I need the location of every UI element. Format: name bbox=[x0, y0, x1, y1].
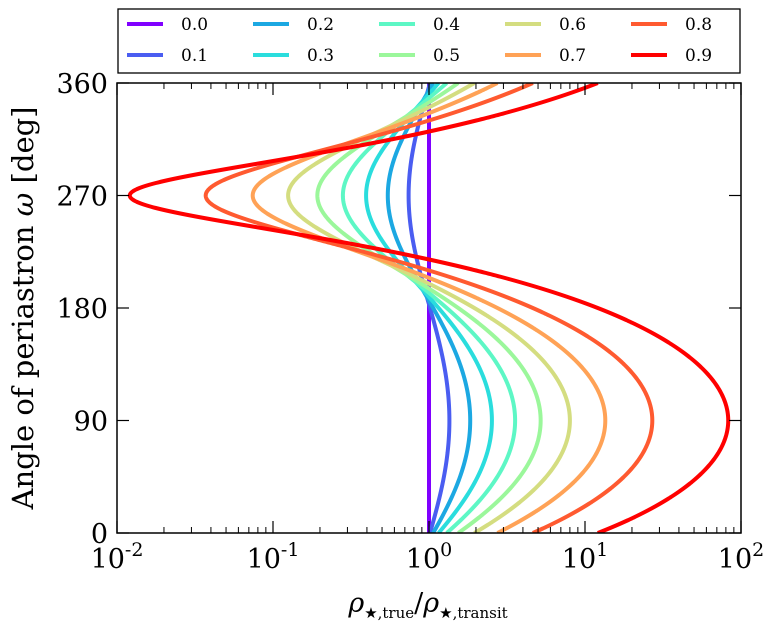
x-tick-label-4: 102 bbox=[718, 539, 764, 575]
x-tick-label-2: 100 bbox=[406, 539, 452, 575]
series-line-3 bbox=[364, 83, 494, 533]
y-tick-label-1: 90 bbox=[74, 407, 108, 438]
x-axis-label: ρ★,true/ρ★,transit bbox=[347, 588, 507, 622]
legend-box bbox=[117, 8, 741, 74]
series-line-6 bbox=[286, 83, 572, 533]
y-tick-label-4: 360 bbox=[56, 69, 108, 100]
series-line-4 bbox=[340, 83, 518, 533]
legend-label-4: 0.4 bbox=[433, 15, 460, 35]
series-line-9 bbox=[127, 83, 731, 533]
legend-label-5: 0.5 bbox=[433, 46, 460, 66]
legend-label-2: 0.2 bbox=[307, 15, 334, 35]
x-tick-label-0: 10-2 bbox=[91, 539, 144, 575]
legend-label-8: 0.8 bbox=[685, 15, 712, 35]
y-tick-label-3: 270 bbox=[56, 182, 108, 213]
series-line-1 bbox=[406, 83, 452, 533]
legend-label-6: 0.6 bbox=[559, 15, 586, 35]
legend-label-1: 0.1 bbox=[181, 46, 208, 66]
x-tick-label-1: 10-1 bbox=[247, 539, 300, 575]
y-tick-label-2: 180 bbox=[56, 294, 108, 325]
x-axis-label-rho2: ρ bbox=[422, 588, 439, 619]
series-line-7 bbox=[250, 83, 608, 533]
y-axis-label: Angle of periastron ω [deg] bbox=[6, 107, 40, 511]
x-tick-label-3: 101 bbox=[562, 539, 608, 575]
legend-label-3: 0.3 bbox=[307, 46, 334, 66]
series-line-5 bbox=[315, 83, 543, 533]
y-tick-label-0: 0 bbox=[91, 519, 108, 550]
legend-label-7: 0.7 bbox=[559, 46, 586, 66]
series-line-2 bbox=[385, 83, 473, 533]
legend-label-9: 0.9 bbox=[685, 46, 712, 66]
legend-label-0: 0.0 bbox=[181, 15, 208, 35]
